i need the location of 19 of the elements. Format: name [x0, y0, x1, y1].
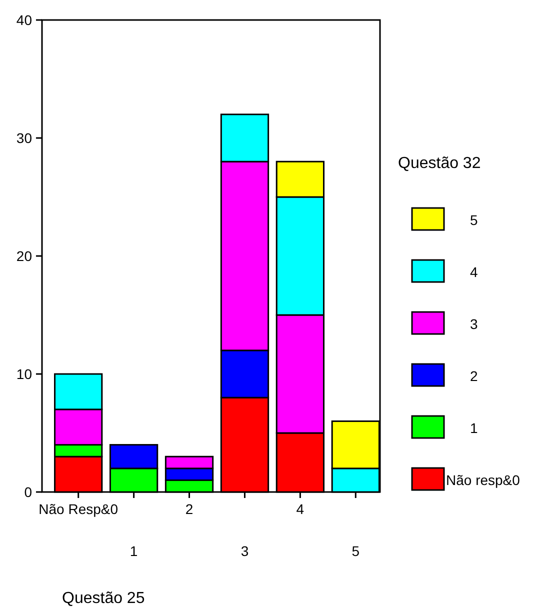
x-tick-label: 5 [352, 543, 360, 559]
x-tick-label: Não Resp&0 [38, 501, 118, 517]
y-tick-label: 0 [24, 484, 32, 500]
legend-label: 1 [470, 420, 478, 436]
legend-label: 2 [470, 368, 478, 384]
legend-title: Questão 32 [398, 155, 481, 172]
legend-label: 4 [470, 264, 478, 280]
x-tick-label: 2 [185, 501, 194, 517]
legend-label: Não resp&0 [446, 472, 520, 488]
y-tick-label: 30 [16, 130, 32, 146]
x-tick-label: 3 [240, 543, 249, 559]
x-axis-title: Questão 25 [62, 590, 145, 607]
legend-label: 5 [470, 212, 478, 228]
y-tick-label: 40 [16, 12, 32, 28]
y-tick-label: 20 [16, 248, 32, 264]
y-tick-label: 10 [16, 366, 32, 382]
x-tick-label: 4 [296, 501, 304, 517]
x-tick-label: 1 [130, 543, 138, 559]
legend-label: 3 [470, 316, 478, 332]
